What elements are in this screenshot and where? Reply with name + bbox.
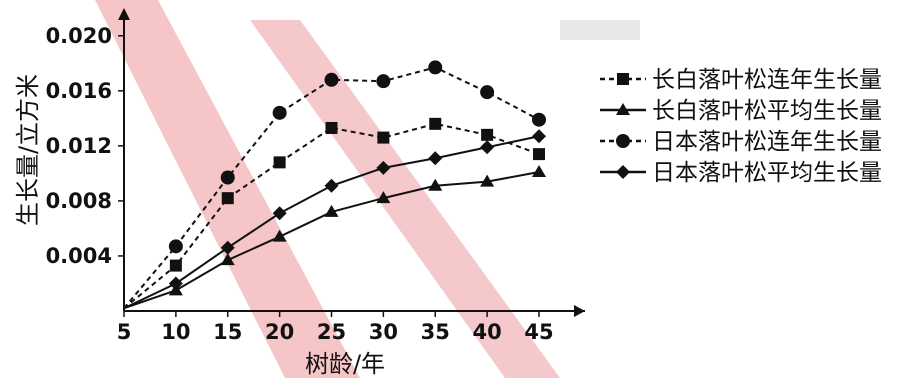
series-line-3 (123, 66, 540, 309)
x-axis-title: 树龄/年 (305, 350, 385, 378)
data-point (324, 204, 339, 217)
legend-label: 长白落叶松平均生长量 (652, 98, 882, 124)
x-tick-label: 35 (421, 320, 450, 344)
x-tick-label: 20 (265, 320, 294, 344)
data-point (168, 276, 183, 291)
y-tick-label: 0.012 (46, 134, 112, 158)
data-point (376, 191, 391, 204)
data-point (220, 170, 235, 185)
legend-label: 日本落叶松平均生长量 (652, 160, 882, 186)
x-tick-label: 30 (369, 320, 398, 344)
data-point (428, 60, 443, 75)
y-axis-title: 生长量/立方米 (14, 74, 42, 226)
data-point (272, 206, 287, 221)
data-point (428, 178, 443, 191)
data-point (220, 253, 235, 266)
data-point (272, 229, 287, 242)
data-point (376, 74, 391, 89)
x-axis-arrow (574, 305, 585, 317)
data-point (168, 239, 183, 254)
y-tick-label: 0.004 (46, 244, 112, 268)
data-point (429, 117, 442, 130)
data-point (376, 160, 391, 175)
series-layer (123, 60, 546, 310)
data-point (324, 72, 339, 87)
x-tick-label: 5 (117, 320, 132, 344)
data-point (532, 129, 546, 144)
data-point (324, 178, 339, 193)
y-tick-label: 0.016 (46, 79, 112, 103)
x-tick-label: 10 (161, 320, 190, 344)
data-point (532, 165, 546, 178)
legend-marker (617, 73, 629, 85)
data-point (480, 140, 495, 155)
data-point (532, 112, 546, 127)
data-point (273, 156, 286, 169)
legend-label: 长白落叶松连年生长量 (652, 67, 882, 93)
data-point (272, 105, 287, 120)
legend-marker (616, 165, 630, 179)
legend-marker (616, 134, 630, 148)
data-point (533, 148, 545, 161)
data-point (480, 85, 495, 100)
data-point (377, 131, 390, 144)
watermark (95, 0, 640, 378)
legend-label: 日本落叶松连年生长量 (652, 129, 882, 155)
legend-marker (616, 103, 630, 115)
x-tick-label: 15 (213, 320, 242, 344)
data-point (428, 151, 443, 166)
data-point (220, 240, 235, 255)
y-axis-arrow (118, 8, 130, 20)
x-tick-label: 40 (473, 320, 502, 344)
data-point (169, 259, 182, 272)
axes: 5 10 15 20 25 30 35 40 45 0.004 0.008 0.012 0.016 0.0… (46, 8, 585, 344)
data-point (480, 174, 495, 187)
x-tick-label: 25 (317, 320, 346, 344)
y-tick-label: 0.020 (46, 24, 112, 48)
data-point (325, 121, 338, 134)
data-point (481, 128, 494, 141)
data-point (221, 192, 234, 205)
y-tick-label: 0.008 (46, 189, 112, 213)
x-tick-label: 45 (524, 320, 553, 344)
